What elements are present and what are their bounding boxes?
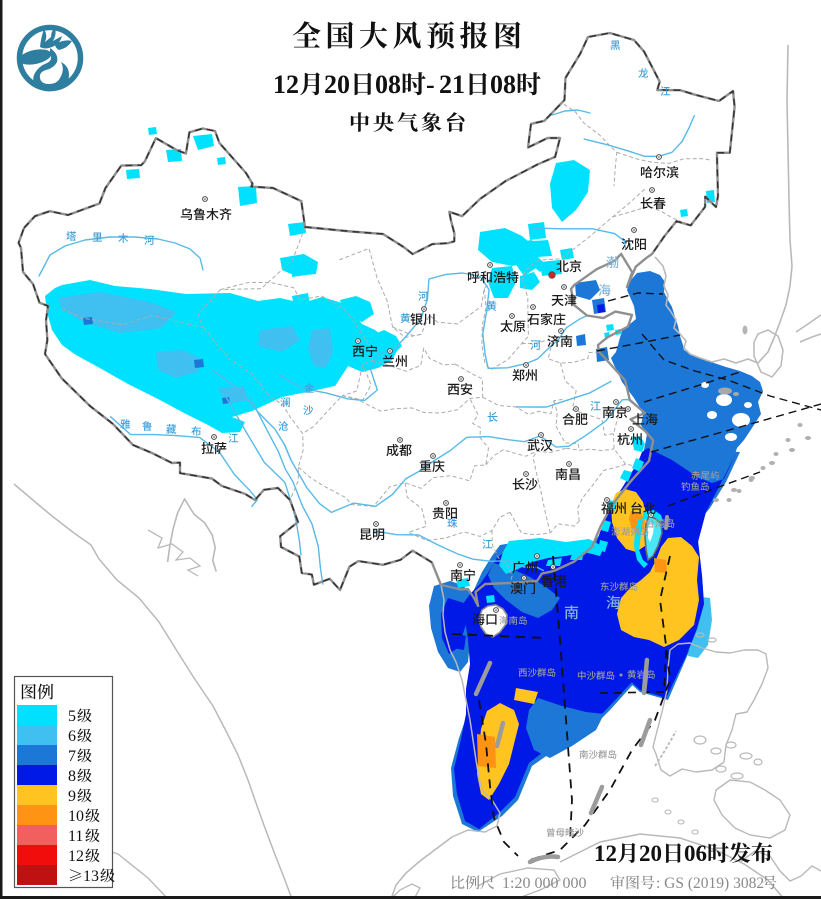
svg-text:12: 12 xyxy=(273,70,299,99)
svg-text:10: 10 xyxy=(68,808,84,825)
svg-text:9: 9 xyxy=(68,788,76,805)
svg-text:5: 5 xyxy=(68,708,76,725)
svg-text:21: 21 xyxy=(439,70,465,99)
svg-text:12: 12 xyxy=(594,841,617,866)
svg-text:: GS (2019) 3082: : GS (2019) 3082 xyxy=(656,875,764,892)
svg-text:6: 6 xyxy=(68,728,76,745)
svg-text:13: 13 xyxy=(83,868,99,885)
svg-text:12: 12 xyxy=(68,848,84,865)
svg-text:08: 08 xyxy=(375,70,401,99)
svg-text:7: 7 xyxy=(68,748,76,765)
svg-text:8: 8 xyxy=(68,768,76,785)
svg-text:1:20 000 000: 1:20 000 000 xyxy=(502,875,586,892)
svg-text:20: 20 xyxy=(639,841,662,866)
svg-text:06: 06 xyxy=(684,841,707,866)
svg-text:20: 20 xyxy=(324,70,350,99)
svg-text:11: 11 xyxy=(68,828,83,845)
svg-text:08: 08 xyxy=(490,70,516,99)
svg-text:-: - xyxy=(426,70,435,99)
